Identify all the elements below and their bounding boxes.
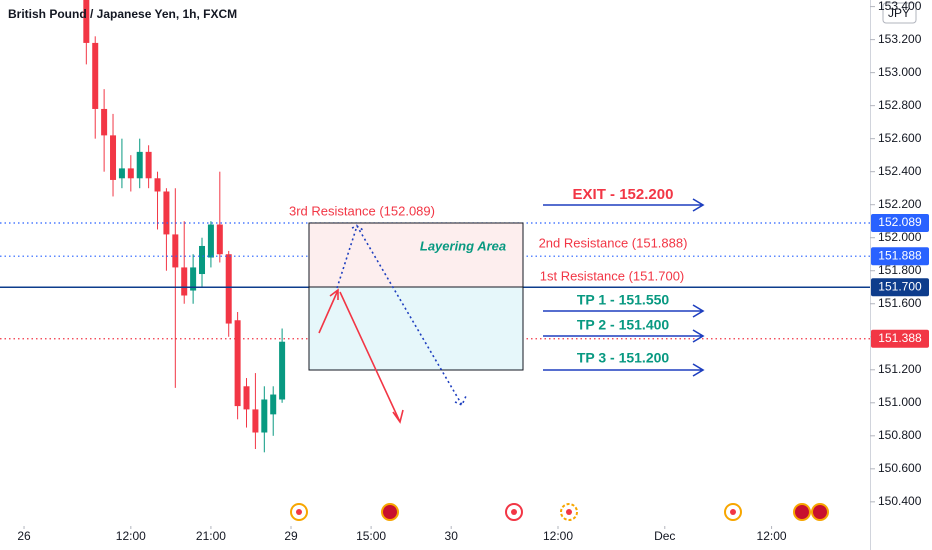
candle-body [127,168,134,179]
candle-body [243,386,250,410]
annotation-arrows [318,198,705,424]
currency-box[interactable] [882,2,917,24]
candle-body [216,224,223,255]
price-label-box [871,278,929,297]
price-label-box [871,247,929,266]
x-tick-label: 21:00 [196,529,226,543]
y-tick-label: 151.200 [878,362,922,376]
candle-body [145,151,152,179]
x-tick-label: 12:00 [757,529,787,543]
x-tick-label: 26 [17,529,31,543]
candle-body [270,394,277,415]
annotation: Layering Area [420,238,506,253]
annotation: TP 3 - 151.200 [577,350,670,366]
y-tick-label: 152.000 [878,230,922,244]
event-icons [290,503,829,521]
layering-zone [308,222,524,288]
candle-body [118,168,125,179]
y-tick-label: 151.000 [878,395,922,409]
annotation: 2nd Resistance (151.888) [539,235,688,250]
y-tick-label: 151.800 [878,263,922,277]
candle-body [279,341,286,400]
candle-body [92,42,99,109]
candle-body [199,245,206,275]
candle-body [190,267,197,291]
candle-body [101,108,108,136]
candle-body [172,234,179,268]
candle-body [136,151,143,179]
price-label: 152.089 [878,215,922,229]
candle-body [83,0,90,43]
x-tick-label: 12:00 [116,529,146,543]
candle-body [252,409,259,433]
candle-body [207,224,214,258]
price-label-box [871,214,929,233]
x-tick-label: Dec [654,529,675,543]
candle-body [181,267,188,296]
y-tick-label: 152.800 [878,98,922,112]
candle-body [163,191,170,235]
chart-title: British Pound / Japanese Yen, 1h, FXCM [8,7,237,21]
price-label: 151.388 [878,331,922,345]
price-label: 151.700 [878,279,922,293]
candle-body [110,135,117,180]
currency: JPY [888,6,910,20]
price-label: 151.888 [878,248,922,262]
candle-body [225,254,232,324]
x-tick-label: 12:00 [543,529,573,543]
plot [0,0,870,453]
candle-body [234,320,241,407]
y-tick-label: 152.600 [878,131,922,145]
x-tick-label: 30 [445,529,459,543]
annotation: TP 2 - 151.400 [577,317,670,333]
y-tick-label: 150.600 [878,461,922,475]
candle-body [154,178,161,192]
y-tick-label: 150.400 [878,494,922,508]
candle-body [261,399,268,433]
annotation: 3rd Resistance (152.089) [289,203,435,218]
annotation: 1st Resistance (151.700) [540,268,685,283]
y-tick-label: 151.600 [878,296,922,310]
y-tick-label: 153.400 [878,0,922,13]
y-tick-label: 150.800 [878,428,922,442]
annotation: TP 1 - 151.550 [577,292,670,308]
y-tick-label: 152.200 [878,197,922,211]
tp-zone [308,286,524,371]
y-tick-label: 152.400 [878,164,922,178]
x-tick-label: 15:00 [356,529,386,543]
x-tick-label: 29 [284,529,298,543]
annotation: EXIT - 152.200 [573,186,674,203]
y-tick-label: 153.000 [878,65,922,79]
price-label-box [871,329,929,348]
y-tick-label: 153.200 [878,32,922,46]
